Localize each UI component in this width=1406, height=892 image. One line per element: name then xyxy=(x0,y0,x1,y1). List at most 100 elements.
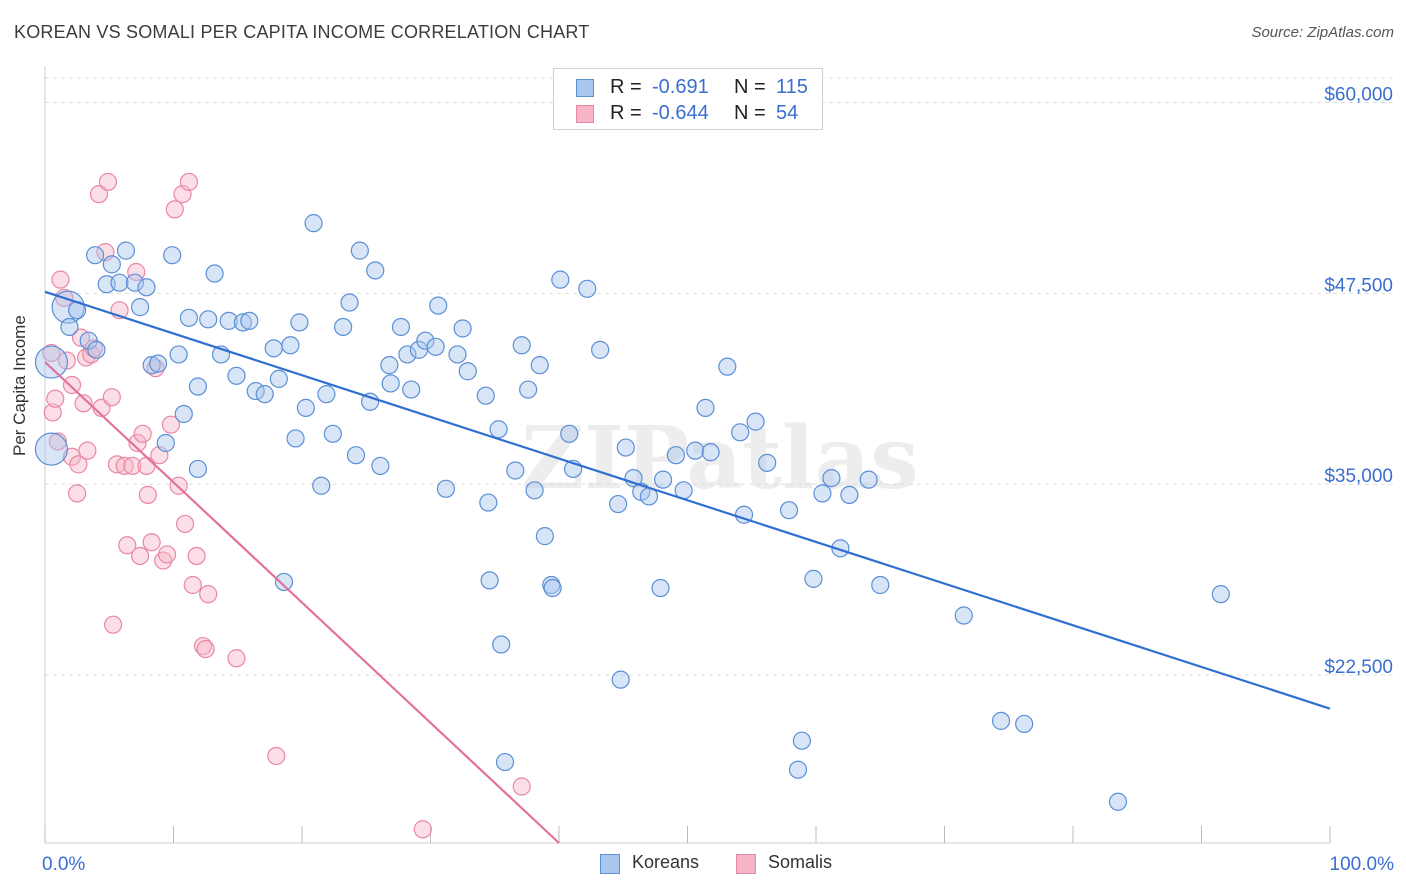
korean-point xyxy=(34,432,69,466)
korean-point xyxy=(426,337,445,356)
korean-point xyxy=(323,424,342,443)
korean-point xyxy=(1015,714,1034,734)
somali-point xyxy=(130,546,150,566)
koreans-n-label: N = xyxy=(734,76,766,98)
y-axis-label: Per Capita Income xyxy=(10,315,29,456)
korean-point xyxy=(130,298,150,317)
korean-point xyxy=(616,438,635,457)
korean-point xyxy=(346,446,366,465)
korean-point xyxy=(274,572,294,592)
somalis-n-value: 54 xyxy=(776,102,799,124)
somali-point xyxy=(98,172,118,192)
korean-point xyxy=(813,484,832,503)
korean-point xyxy=(87,340,106,359)
korean-point xyxy=(530,356,549,375)
somali-point xyxy=(42,343,61,363)
korean-point xyxy=(125,273,145,292)
korean-point xyxy=(611,670,630,689)
korean-point xyxy=(398,345,417,364)
korean-point xyxy=(366,261,385,280)
somali-point xyxy=(161,415,181,434)
korean-point xyxy=(179,308,199,327)
korean-point xyxy=(792,731,811,750)
somali-point xyxy=(102,388,121,407)
korean-point xyxy=(609,494,628,514)
y-tick-label: $22,500 xyxy=(1324,657,1393,678)
korean-point xyxy=(429,296,448,315)
korean-point xyxy=(859,470,878,489)
korean-point xyxy=(281,336,300,355)
korean-point xyxy=(334,317,353,337)
korean-point xyxy=(350,241,369,260)
somali-point xyxy=(142,533,161,552)
korean-point xyxy=(317,385,336,404)
korean-point xyxy=(371,456,390,475)
somali-point xyxy=(179,172,199,192)
korean-point xyxy=(148,354,168,373)
korean-point xyxy=(560,424,579,443)
somali-point xyxy=(118,536,137,555)
korean-point xyxy=(506,461,525,480)
korean-point xyxy=(304,214,323,233)
somalis-trend-line xyxy=(44,361,560,844)
korean-point xyxy=(779,501,799,520)
korean-point xyxy=(512,336,531,355)
somali-point xyxy=(193,636,213,656)
korean-point xyxy=(718,357,737,376)
korean-point xyxy=(495,752,515,772)
korean-point xyxy=(381,374,400,393)
somali-point xyxy=(123,456,142,475)
korean-point xyxy=(174,404,193,424)
somali-point xyxy=(133,424,152,443)
korean-point xyxy=(380,356,399,375)
korean-point xyxy=(340,293,359,312)
korean-point xyxy=(169,345,188,364)
korean-point xyxy=(290,313,309,332)
koreans-r-value: -0.691 xyxy=(652,76,709,98)
korean-point xyxy=(542,575,561,595)
korean-point xyxy=(804,569,823,588)
korean-point xyxy=(479,493,498,512)
korean-point xyxy=(519,380,538,399)
korean-point xyxy=(286,429,305,448)
somali-point xyxy=(199,585,218,604)
korean-point xyxy=(822,469,841,488)
somali-point xyxy=(157,545,177,564)
somali-point xyxy=(62,447,82,466)
y-tick-label: $47,500 xyxy=(1324,275,1393,296)
korean-point xyxy=(651,578,670,598)
somalis-swatch xyxy=(576,105,594,123)
korean-point xyxy=(591,340,610,359)
somali-point xyxy=(183,575,202,595)
korean-point xyxy=(163,246,182,265)
axes xyxy=(44,66,1331,844)
korean-point xyxy=(60,317,79,337)
somali-point xyxy=(512,777,531,796)
grid-lines xyxy=(45,77,1395,676)
korean-point xyxy=(188,377,208,396)
somali-point xyxy=(138,485,157,505)
somali-point xyxy=(175,514,195,534)
korean-point xyxy=(871,575,890,595)
koreans-n-value: 115 xyxy=(776,76,808,98)
korean-point xyxy=(840,485,859,505)
korean-point xyxy=(701,443,720,462)
korean-point xyxy=(666,446,686,465)
korean-point xyxy=(458,362,477,381)
chart-source: Source: ZipAtlas.com xyxy=(1251,24,1394,41)
koreans-trend-line xyxy=(44,290,1331,710)
korean-point xyxy=(264,339,283,358)
korean-point xyxy=(746,412,765,431)
korean-point xyxy=(476,386,495,405)
tick-labels: $22,500 $35,000 $47,500 $60,000 0.0% 100.0% xyxy=(42,85,1394,875)
korean-point xyxy=(480,571,499,590)
somali-point xyxy=(267,746,286,766)
korean-point xyxy=(492,635,511,654)
korean-point xyxy=(240,311,259,330)
somali-point xyxy=(196,640,215,659)
korean-point xyxy=(227,366,246,385)
korean-point xyxy=(102,255,121,274)
somali-point xyxy=(62,375,82,395)
korean-point xyxy=(453,319,472,338)
